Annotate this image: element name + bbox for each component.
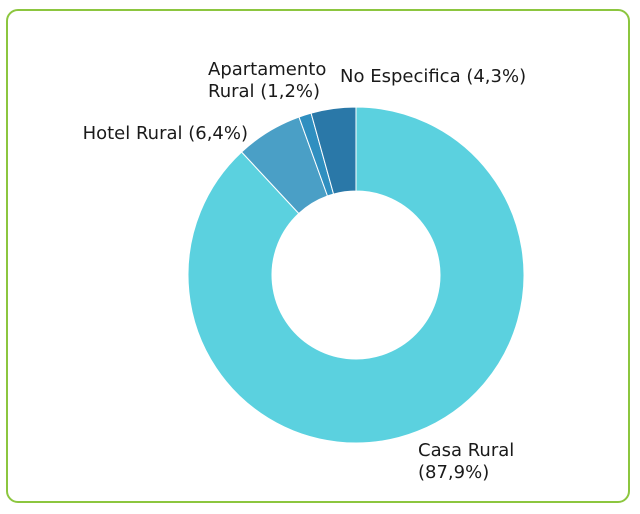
label-apartamento-rural: Apartamento Rural (1,2%)	[208, 59, 326, 102]
labels-group: Casa Rural (87,9%) Hotel Rural (6,4%) Apart…	[83, 59, 527, 483]
label-casa-rural: Casa Rural (87,9%)	[418, 440, 514, 483]
slices-group	[187, 106, 525, 444]
slice-no-especifica	[310, 106, 357, 195]
label-line: Apartamento	[208, 59, 326, 80]
label-no-especifica: No Especifica (4,3%)	[340, 66, 526, 87]
label-line: No Especifica (4,3%)	[340, 66, 526, 87]
label-line: Hotel Rural (6,4%)	[83, 123, 248, 144]
label-line: Casa Rural	[418, 440, 514, 461]
slice-casa-rural	[187, 106, 525, 444]
label-hotel-rural: Hotel Rural (6,4%)	[83, 123, 248, 144]
label-line: Rural (1,2%)	[208, 81, 320, 102]
label-line: (87,9%)	[418, 462, 489, 483]
